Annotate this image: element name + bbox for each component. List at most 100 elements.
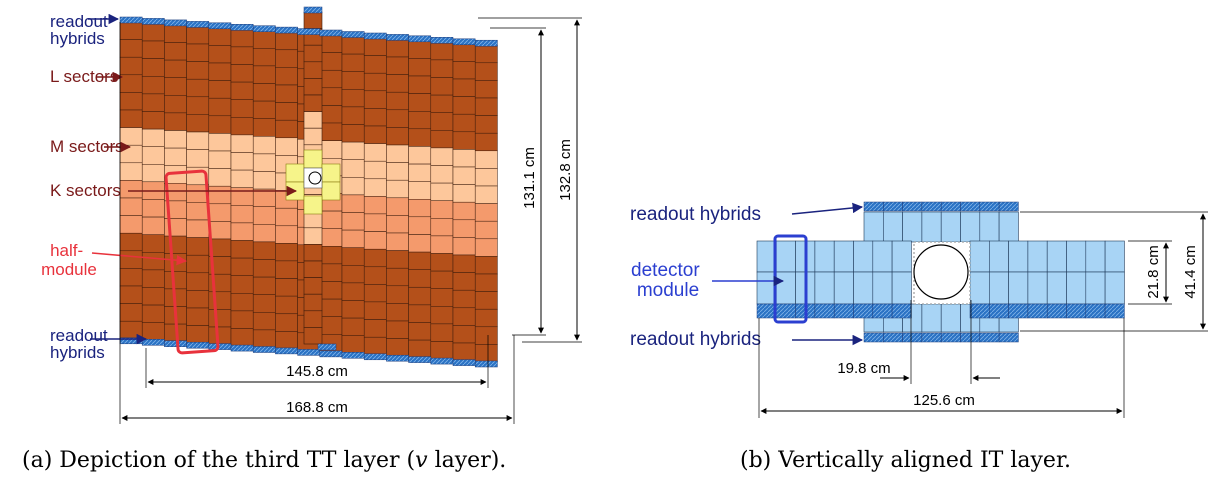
tt-sector-cell [208, 309, 232, 328]
tt-sector-cell [319, 281, 343, 300]
l-sectors-label: L sectors [50, 67, 118, 86]
tt-sector-cell [119, 74, 143, 93]
tt-sector-cell [363, 301, 387, 320]
tt-center-cell [303, 111, 323, 129]
tt-sector-cell [474, 62, 498, 81]
caption-a: (a) Depiction of the third TT layer (v l… [22, 448, 507, 473]
tt-sector-cell [319, 105, 343, 124]
it-hybrid-side [1085, 303, 1106, 319]
tt-sector-cell [430, 270, 454, 289]
it-module [814, 240, 835, 273]
tt-sector-cell [474, 115, 498, 134]
tt-hybrid-bottom [297, 349, 321, 356]
tt-hybrid-top [252, 25, 276, 32]
tt-hybrid-top [186, 21, 210, 28]
tt-hybrid-top [141, 18, 165, 25]
it-hybrid-bottom [863, 332, 884, 343]
tt-sector-cell [386, 162, 409, 181]
tt-sector-cell [363, 90, 387, 109]
it-hybrid-top [883, 201, 903, 212]
tt-sector-cell [341, 177, 365, 196]
tt-sector-cell [452, 113, 476, 133]
tt-sector-cell [319, 298, 343, 317]
tt-hybrid-bottom [208, 343, 232, 350]
height-inner-label-a: 131.1 cm [521, 147, 538, 209]
tt-sector-cell [386, 197, 409, 216]
tt-sector-cell [275, 67, 298, 86]
tt-center-cell [303, 61, 323, 79]
tt-sector-cell [141, 164, 165, 183]
tt-sector-cell [186, 96, 210, 115]
tt-sector-cell [208, 27, 232, 46]
tt-sector-cell [252, 206, 276, 225]
tt-sector-cell [119, 215, 143, 234]
tt-sector-cell [252, 329, 276, 348]
tt-sector-cell [186, 61, 210, 80]
it-module [872, 240, 893, 273]
it-hybrid-bottom [940, 332, 961, 343]
tt-sector-cell [474, 203, 498, 222]
it-hybrid-top [921, 201, 942, 212]
tt-sector-cell [164, 235, 187, 254]
tt-hybrid-bottom [363, 353, 387, 361]
tt-hybrid-bottom [319, 350, 343, 358]
it-module [853, 240, 874, 273]
tt-center-cell [303, 244, 323, 262]
tt-sector-cell [386, 285, 409, 304]
it-hybrid-top [940, 201, 961, 212]
tt-sector-cell [186, 202, 210, 221]
tt-sector-cell [474, 238, 498, 257]
readout-top-arrow-b [791, 202, 864, 215]
tt-sector-cell [452, 254, 476, 273]
it-module [988, 240, 1009, 273]
tt-center-cell [303, 11, 323, 29]
tt-sector-cell [141, 287, 165, 306]
tt-sector-cell [252, 65, 276, 84]
tt-sector-cell [164, 77, 187, 96]
it-hybrid-side [833, 303, 854, 319]
tt-center-cell [303, 78, 323, 96]
tt-sector-cell [474, 344, 498, 363]
height-outer-label-a: 132.8 cm [557, 139, 574, 201]
tt-sector-cell [386, 320, 409, 339]
it-module [775, 240, 796, 273]
tt-sector-cell [141, 269, 165, 288]
tt-sector-cell [452, 131, 476, 150]
tt-sector-cell [386, 74, 409, 93]
tt-sector-cell [430, 341, 454, 360]
tt-sector-cell [164, 59, 187, 78]
tt-sector-cell [363, 266, 387, 285]
tt-hybrid-top [408, 35, 432, 43]
tt-sector-cell [430, 147, 454, 166]
tt-center-cell [303, 277, 323, 295]
tt-sector-cell [275, 137, 298, 156]
tt-sector-cell [408, 287, 432, 306]
tt-sector-cell [386, 91, 409, 111]
it-module [902, 211, 923, 243]
it-module [1008, 240, 1029, 273]
k-sector-cell [321, 163, 341, 183]
tt-sector-cell [408, 322, 432, 341]
tt-sector-cell [230, 257, 254, 276]
tt-sector-cell [119, 162, 143, 181]
tt-hybrid-bottom [452, 359, 476, 366]
tt-hybrid-top [230, 24, 254, 31]
tt-sector-cell [119, 320, 143, 340]
tt-sector-cell [341, 141, 365, 160]
tt-sector-cell [474, 185, 498, 204]
it-hybrid-bottom [921, 332, 942, 343]
tt-sector-cell [208, 203, 232, 222]
it-module [756, 271, 777, 305]
tt-sector-cell [252, 30, 276, 49]
tt-sector-cell [386, 250, 409, 269]
tt-sector-cell [208, 97, 232, 117]
tt-sector-cell [252, 224, 276, 243]
tt-sector-cell [452, 219, 476, 238]
it-module [940, 303, 961, 333]
tt-hybrid-bottom [474, 360, 498, 368]
tt-sector-cell [386, 39, 409, 58]
it-hybrid-side [891, 303, 912, 319]
tt-center-cell [303, 293, 323, 312]
tt-sector-cell [141, 322, 165, 341]
tt-sector-cell [341, 317, 365, 336]
